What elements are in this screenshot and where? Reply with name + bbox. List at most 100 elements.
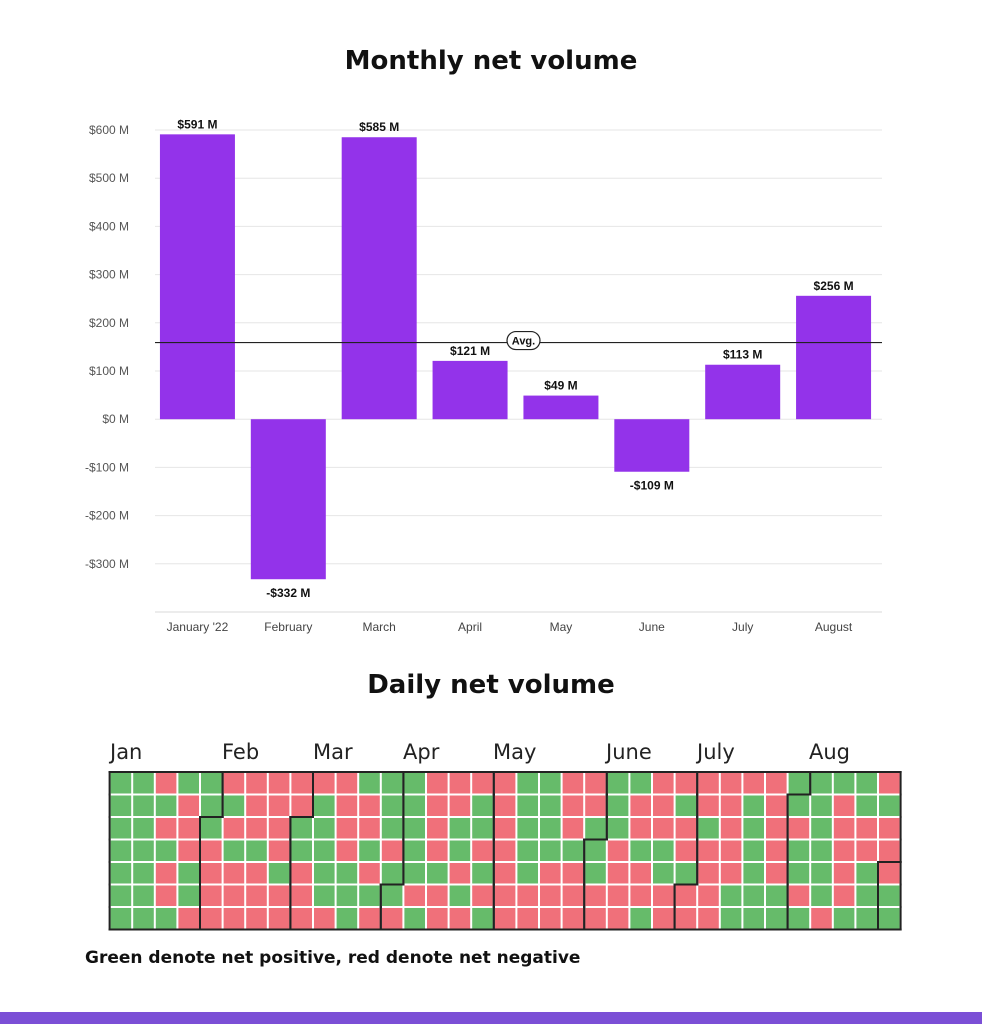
day-cell [653,818,674,839]
day-cell [246,863,267,884]
day-cell [607,795,629,816]
bar-value-label: $256 M [814,279,854,293]
month-label: Mar [313,740,353,764]
month-label: July [695,740,735,764]
day-cell [811,818,832,839]
day-cell [607,885,629,906]
day-cell [268,840,290,861]
day-cell [743,885,764,906]
day-cell [381,773,403,794]
day-cell [404,795,425,816]
daily-chart-title: Daily net volume [367,670,615,700]
day-cell [540,840,561,861]
day-cell [607,908,629,929]
day-cell [766,908,787,929]
day-cell [720,885,742,906]
day-cell [856,795,877,816]
day-cell [743,818,764,839]
monthly-bar-chart: $600 M $500 M $400 M $300 M $200 M $100 M $0 M… [85,117,882,634]
day-cell [291,840,312,861]
day-cell [336,795,358,816]
day-cell [562,863,584,884]
day-cell [562,840,584,861]
bar-value-label: $121 M [450,344,490,358]
day-cell [427,908,448,929]
day-cell [517,840,538,861]
day-cell [449,908,471,929]
day-cell [155,863,177,884]
y-tick-label: $300 M [89,268,129,282]
day-cell [178,908,199,929]
day-cell [811,908,832,929]
month-label: Aug [809,740,850,764]
day-cell [494,908,516,929]
day-cell [246,818,267,839]
day-cell [314,818,335,839]
day-cell [494,818,516,839]
day-cell [540,818,561,839]
legend-caption: Green denote net positive, red denote ne… [85,948,581,968]
day-cell [879,908,900,929]
day-cell [856,840,877,861]
day-cell [720,840,742,861]
day-cell [268,908,290,929]
average-badge [506,330,541,351]
x-tick-label: February [264,620,312,634]
footer-accent-bar [0,1012,982,1024]
day-cell [833,863,855,884]
day-cell [268,885,290,906]
day-cell [223,773,245,794]
day-cell [811,885,832,906]
day-cell [698,908,719,929]
day-cell [494,885,516,906]
day-cell [427,885,448,906]
day-cell [449,795,471,816]
day-cell [381,818,403,839]
day-cell [336,908,358,929]
day-cell [675,840,697,861]
day-cell [720,863,742,884]
day-cell [201,795,222,816]
day-cell [607,818,629,839]
day-cell [811,863,832,884]
day-cell [381,908,403,929]
day-cell [607,863,629,884]
day-cell [223,885,245,906]
day-cell [133,908,154,929]
day-cell [314,795,335,816]
day-cell [788,795,810,816]
day-cell [698,863,719,884]
day-cell [766,863,787,884]
day-cell [336,863,358,884]
day-cell [879,885,900,906]
day-cell [833,885,855,906]
day-cell [607,840,629,861]
x-tick-label: January '22 [167,620,229,634]
day-cell [133,773,154,794]
day-cell [291,863,312,884]
month-label: June [604,740,652,764]
day-cell [404,863,425,884]
month-label: Feb [222,740,259,764]
day-cell [788,818,810,839]
day-cell [427,818,448,839]
day-cell [540,863,561,884]
day-cell [359,863,380,884]
day-cell [110,773,132,794]
day-cell [879,795,900,816]
day-cell [133,863,154,884]
day-cell [653,908,674,929]
bar [705,364,781,420]
day-cell [833,908,855,929]
day-cell [201,818,222,839]
day-cell [155,885,177,906]
day-cell [788,840,810,861]
day-cell [675,773,697,794]
day-cell [494,840,516,861]
day-cell [472,795,493,816]
month-label: May [493,740,536,764]
bar [796,295,872,420]
bar-value-label: $49 M [544,379,577,393]
day-cell [562,773,584,794]
day-cell [517,795,538,816]
